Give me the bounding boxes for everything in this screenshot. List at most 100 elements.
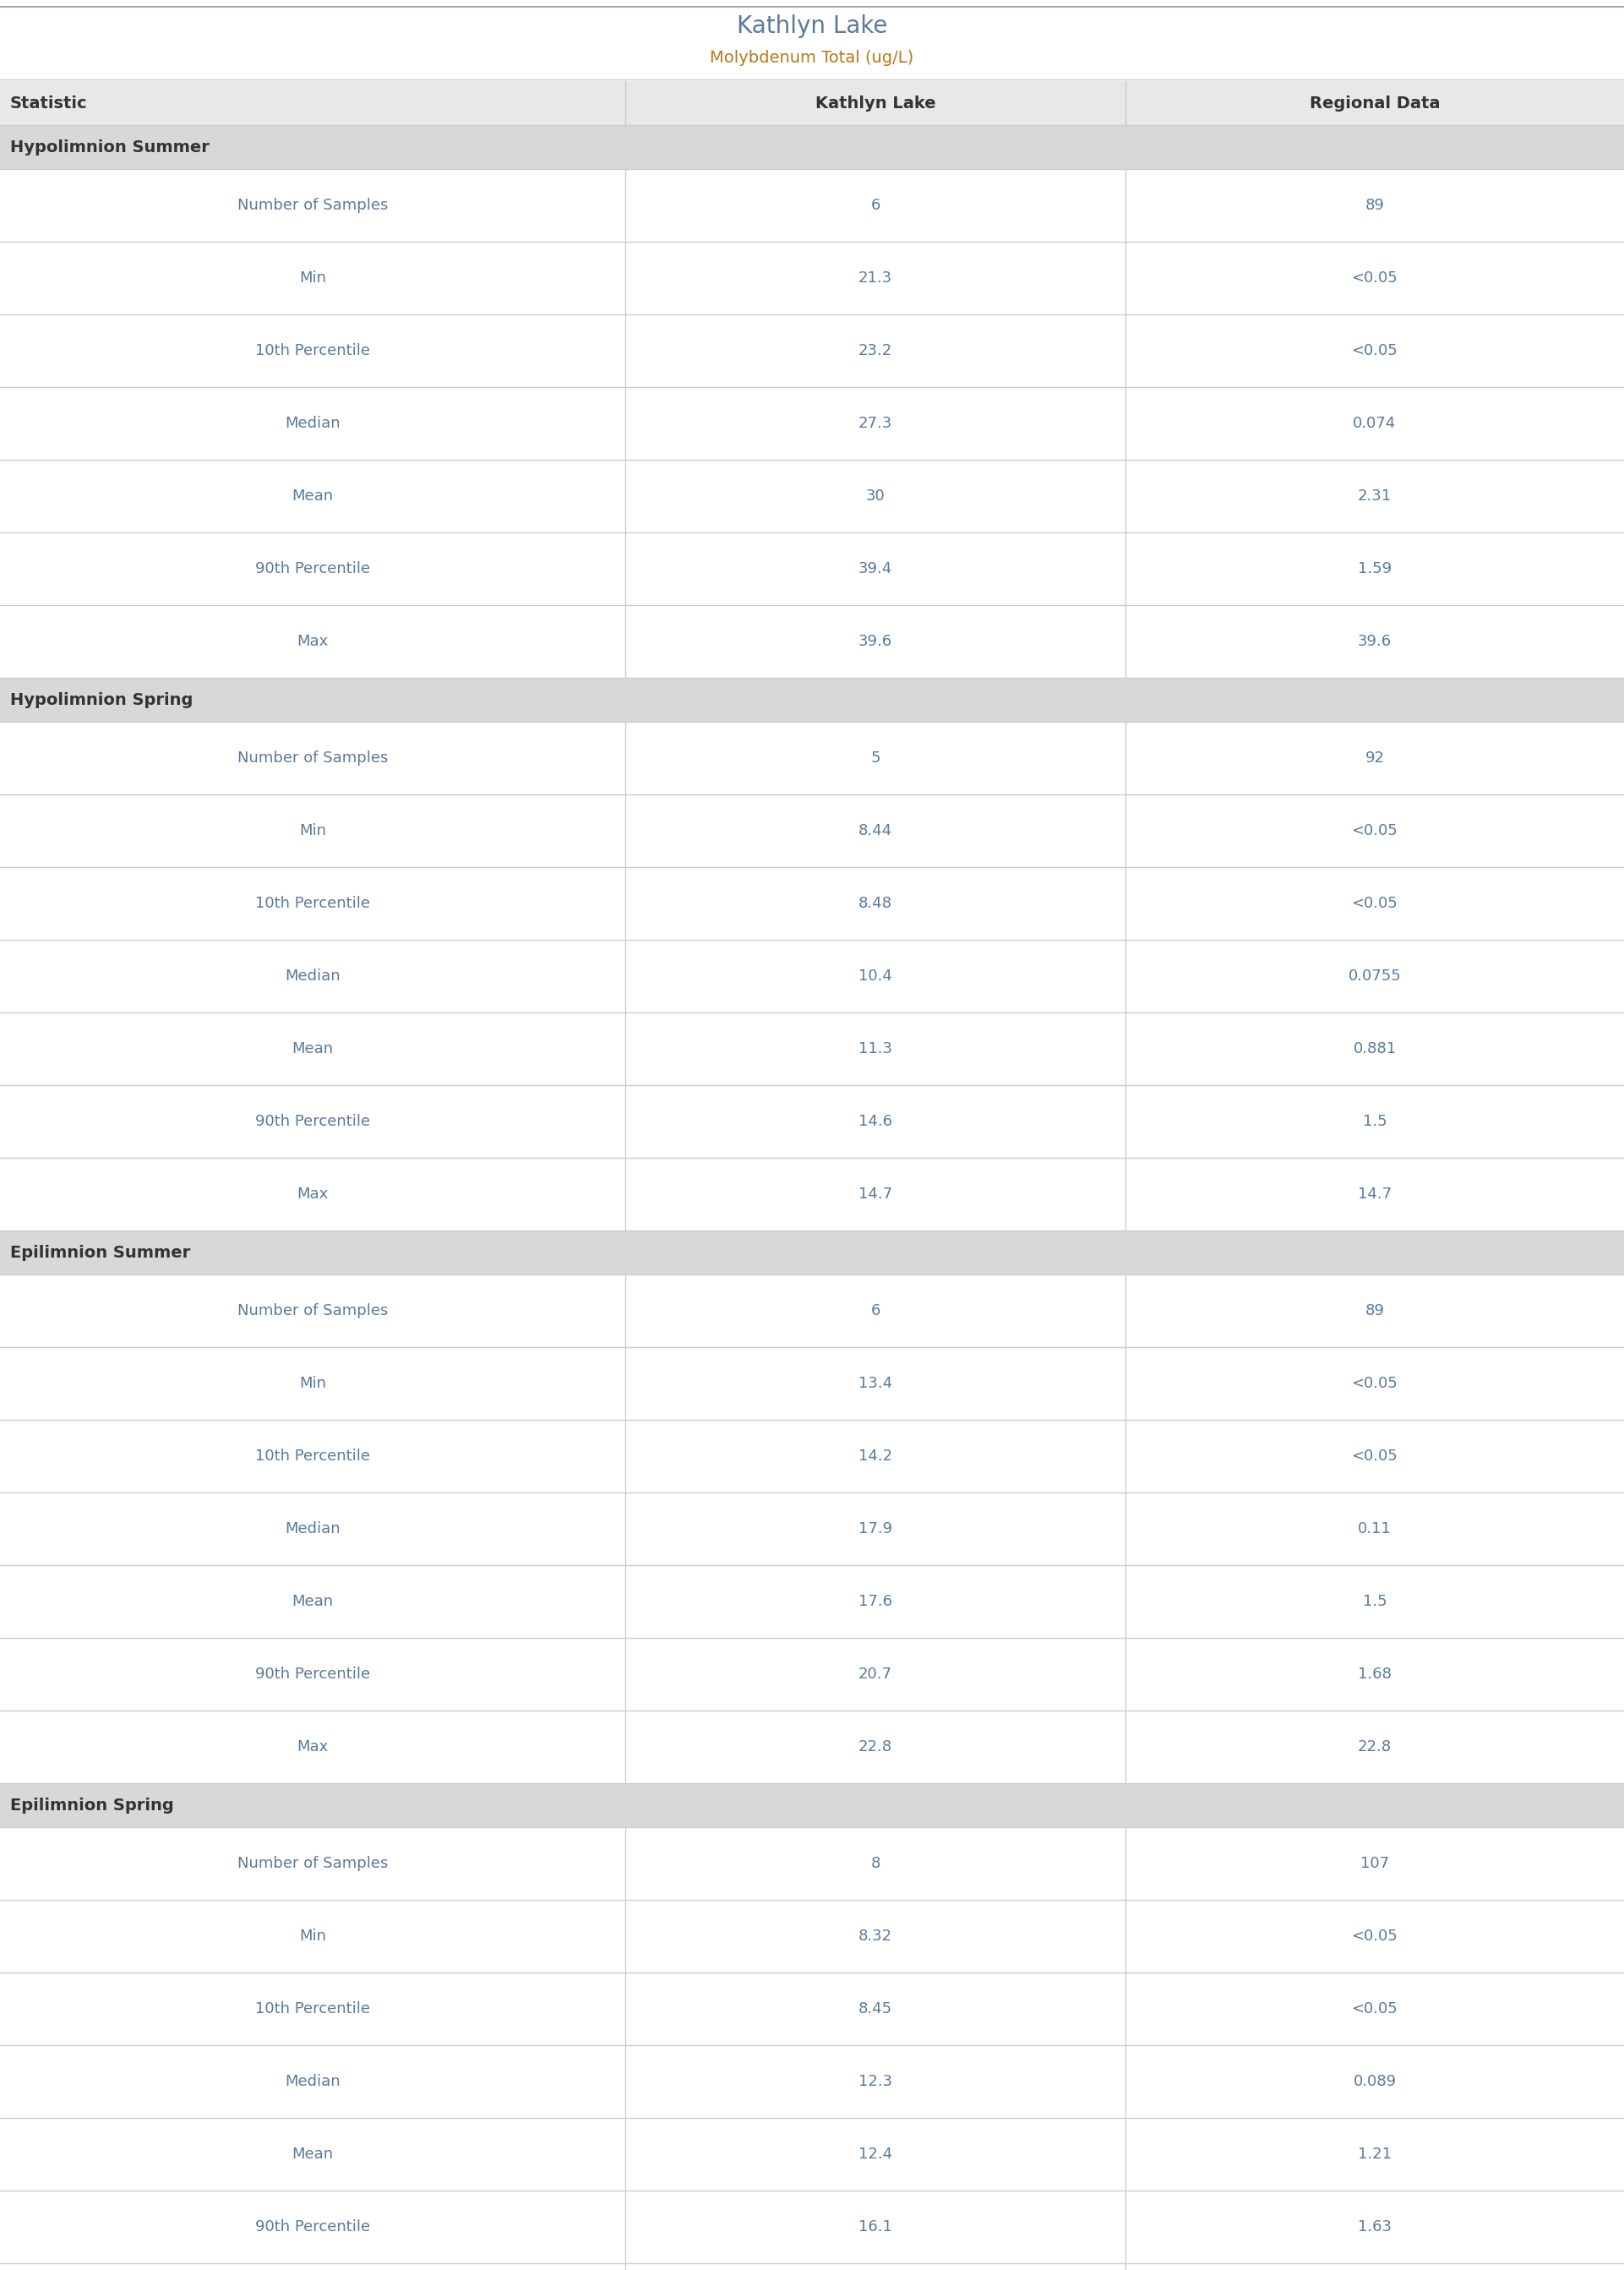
Text: 11.3: 11.3 (859, 1042, 892, 1056)
Bar (0, 867, 1624, 940)
Text: Epilimnion Spring: Epilimnion Spring (10, 1798, 174, 1814)
Text: Hypolimnion Spring: Hypolimnion Spring (10, 692, 193, 708)
Text: Max: Max (297, 633, 328, 649)
Bar (0, 2045, 1624, 2118)
Text: Min: Min (299, 270, 326, 286)
Bar (0, 1085, 1624, 1158)
Text: Median: Median (284, 1521, 341, 1537)
Text: 8.48: 8.48 (859, 897, 892, 910)
Text: Min: Min (299, 1930, 326, 1943)
Text: 0.074: 0.074 (1353, 415, 1397, 431)
Text: Molybdenum Total (ug/L): Molybdenum Total (ug/L) (710, 50, 914, 66)
Text: 10th Percentile: 10th Percentile (255, 897, 370, 910)
Text: 0.089: 0.089 (1353, 2075, 1397, 2088)
Text: 14.2: 14.2 (859, 1448, 892, 1464)
Text: 89: 89 (1366, 1303, 1384, 1319)
Text: 10th Percentile: 10th Percentile (255, 343, 370, 359)
Text: 27.3: 27.3 (859, 415, 892, 431)
Text: 10th Percentile: 10th Percentile (255, 2002, 370, 2016)
Text: <0.05: <0.05 (1351, 824, 1398, 838)
Bar (0, 940, 1624, 1012)
Bar (0, 82, 1624, 125)
Text: 8.32: 8.32 (859, 1930, 892, 1943)
Text: Max: Max (297, 1187, 328, 1201)
Text: 90th Percentile: 90th Percentile (255, 1666, 370, 1682)
Text: 22.8: 22.8 (859, 1739, 892, 1755)
Bar (0, 1712, 1624, 1784)
Text: 89: 89 (1366, 197, 1384, 213)
Text: 6: 6 (870, 197, 880, 213)
Text: 5: 5 (870, 751, 880, 765)
Bar (0, 1273, 1624, 1346)
Text: Mean: Mean (292, 1594, 333, 1609)
Text: 13.4: 13.4 (859, 1376, 892, 1392)
Text: 39.6: 39.6 (859, 633, 892, 649)
Bar (0, 1639, 1624, 1712)
Text: 10.4: 10.4 (859, 969, 892, 983)
Bar (0, 2118, 1624, 2191)
Text: Regional Data: Regional Data (1309, 95, 1440, 111)
Text: 90th Percentile: 90th Percentile (255, 561, 370, 577)
Bar (0, 1566, 1624, 1639)
Text: <0.05: <0.05 (1351, 1448, 1398, 1464)
Text: 1.68: 1.68 (1358, 1666, 1392, 1682)
Text: 8.44: 8.44 (859, 824, 892, 838)
Bar (0, 1491, 1624, 1566)
Text: Number of Samples: Number of Samples (237, 1303, 388, 1319)
Text: 8.45: 8.45 (859, 2002, 892, 2016)
Bar (0, 2263, 1624, 2270)
Text: Median: Median (284, 969, 341, 983)
Text: 39.6: 39.6 (1358, 633, 1392, 649)
Text: <0.05: <0.05 (1351, 1930, 1398, 1943)
Bar (0, 388, 1624, 461)
Text: 90th Percentile: 90th Percentile (255, 1115, 370, 1128)
Bar (0, 1346, 1624, 1419)
Text: 23.2: 23.2 (859, 343, 892, 359)
Text: 1.5: 1.5 (1363, 1115, 1387, 1128)
Text: 1.63: 1.63 (1358, 2220, 1392, 2234)
Text: 21.3: 21.3 (859, 270, 892, 286)
Bar (0, 461, 1624, 533)
Bar (0, 794, 1624, 867)
Bar (0, 241, 1624, 313)
Bar (0, 679, 1624, 722)
Text: Mean: Mean (292, 1042, 333, 1056)
Text: 1.59: 1.59 (1358, 561, 1392, 577)
Text: 14.7: 14.7 (1358, 1187, 1392, 1201)
Bar (0, 606, 1624, 679)
Bar (0, 1900, 1624, 1973)
Bar (0, 1419, 1624, 1491)
Bar (0, 1012, 1624, 1085)
Text: 12.4: 12.4 (859, 2147, 892, 2161)
Text: Number of Samples: Number of Samples (237, 1857, 388, 1870)
Text: 0.0755: 0.0755 (1348, 969, 1402, 983)
Text: <0.05: <0.05 (1351, 2002, 1398, 2016)
Text: <0.05: <0.05 (1351, 897, 1398, 910)
Text: Min: Min (299, 824, 326, 838)
Text: Median: Median (284, 2075, 341, 2088)
Text: 16.1: 16.1 (859, 2220, 892, 2234)
Text: 8: 8 (870, 1857, 880, 1870)
Text: Min: Min (299, 1376, 326, 1392)
Text: 107: 107 (1361, 1857, 1389, 1870)
Text: 0.881: 0.881 (1353, 1042, 1397, 1056)
Text: 20.7: 20.7 (859, 1666, 892, 1682)
Bar (0, 1827, 1624, 1900)
Text: 0.11: 0.11 (1358, 1521, 1392, 1537)
Text: 14.6: 14.6 (859, 1115, 892, 1128)
Text: <0.05: <0.05 (1351, 1376, 1398, 1392)
Text: 1.5: 1.5 (1363, 1594, 1387, 1609)
Text: Mean: Mean (292, 2147, 333, 2161)
Text: 2.31: 2.31 (1358, 488, 1392, 504)
Bar (0, 1784, 1624, 1827)
Text: Number of Samples: Number of Samples (237, 197, 388, 213)
Text: Median: Median (284, 415, 341, 431)
Text: Kathlyn Lake: Kathlyn Lake (815, 95, 935, 111)
Bar (0, 313, 1624, 388)
Text: Epilimnion Summer: Epilimnion Summer (10, 1244, 190, 1260)
Text: 17.9: 17.9 (859, 1521, 892, 1537)
Text: Max: Max (297, 1739, 328, 1755)
Bar (0, 1158, 1624, 1230)
Text: 90th Percentile: 90th Percentile (255, 2220, 370, 2234)
Text: Kathlyn Lake: Kathlyn Lake (737, 14, 887, 39)
